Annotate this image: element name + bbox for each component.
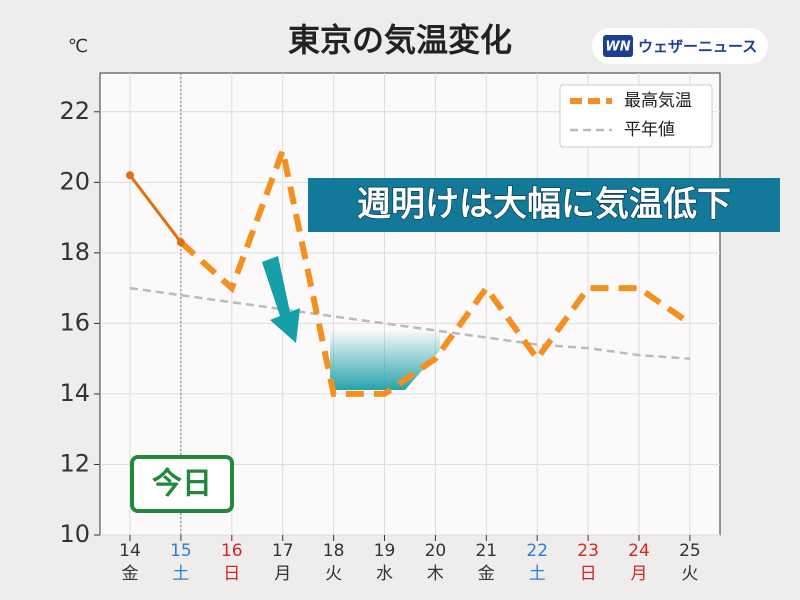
y-tick-label: 20 [59,167,90,195]
logo-mark [603,35,633,57]
x-weekday-label: 日 [580,564,597,584]
x-tick-label: 22 [526,541,548,561]
logo-badge [592,28,768,64]
x-tick-label: 16 [221,541,243,561]
x-weekday-label: 木 [427,564,444,584]
x-tick-label: 20 [425,541,447,561]
today-box [130,455,234,513]
observed-point [126,171,134,180]
y-tick-label: 10 [59,520,90,548]
x-tick-label: 19 [374,541,396,561]
x-tick-label: 21 [475,541,497,561]
x-weekday-label: 金 [478,564,495,584]
normal-line [129,286,690,360]
x-tick-label: 23 [577,541,599,561]
x-weekday-label: 水 [376,564,393,584]
x-weekday-label: 火 [681,564,698,584]
observed-point [176,238,185,247]
drop-arrow [262,256,300,343]
x-weekday-label: 土 [529,564,546,584]
logo-mark-text: WN [605,40,630,55]
logo-text: ウェザーニュース [638,38,757,56]
x-weekday-label: 月 [631,564,648,584]
observed-line [128,174,183,244]
annotation-banner [308,178,780,232]
x-tick-label: 25 [679,541,701,561]
legend-label: 最高気温 [624,91,692,111]
x-tick-label: 18 [323,541,345,561]
unit-label: ℃ [68,36,88,57]
x-weekday-label: 日 [223,564,240,584]
x-weekday-label: 火 [325,564,342,584]
legend-label: 平年値 [624,120,675,140]
y-tick-label: 14 [59,379,90,407]
chart-title: 東京の気温変化 [288,21,512,59]
x-tick-label: 15 [170,541,192,561]
x-tick-label: 17 [272,541,294,561]
x-weekday-label: 月 [274,564,291,584]
today-label: 今日 [152,467,212,502]
forecast-line [178,139,692,397]
y-tick-label: 22 [59,97,90,125]
annotation: 週明けは大幅に気温低下 [357,185,731,225]
y-tick-label: 18 [59,238,90,266]
y-tick-label: 12 [59,449,90,477]
x-tick-label: 24 [628,541,650,561]
x-weekday-label: 土 [172,564,189,584]
y-tick-label: 16 [59,308,90,336]
x-weekday-label: 金 [122,564,139,584]
x-tick-label: 14 [119,541,141,561]
